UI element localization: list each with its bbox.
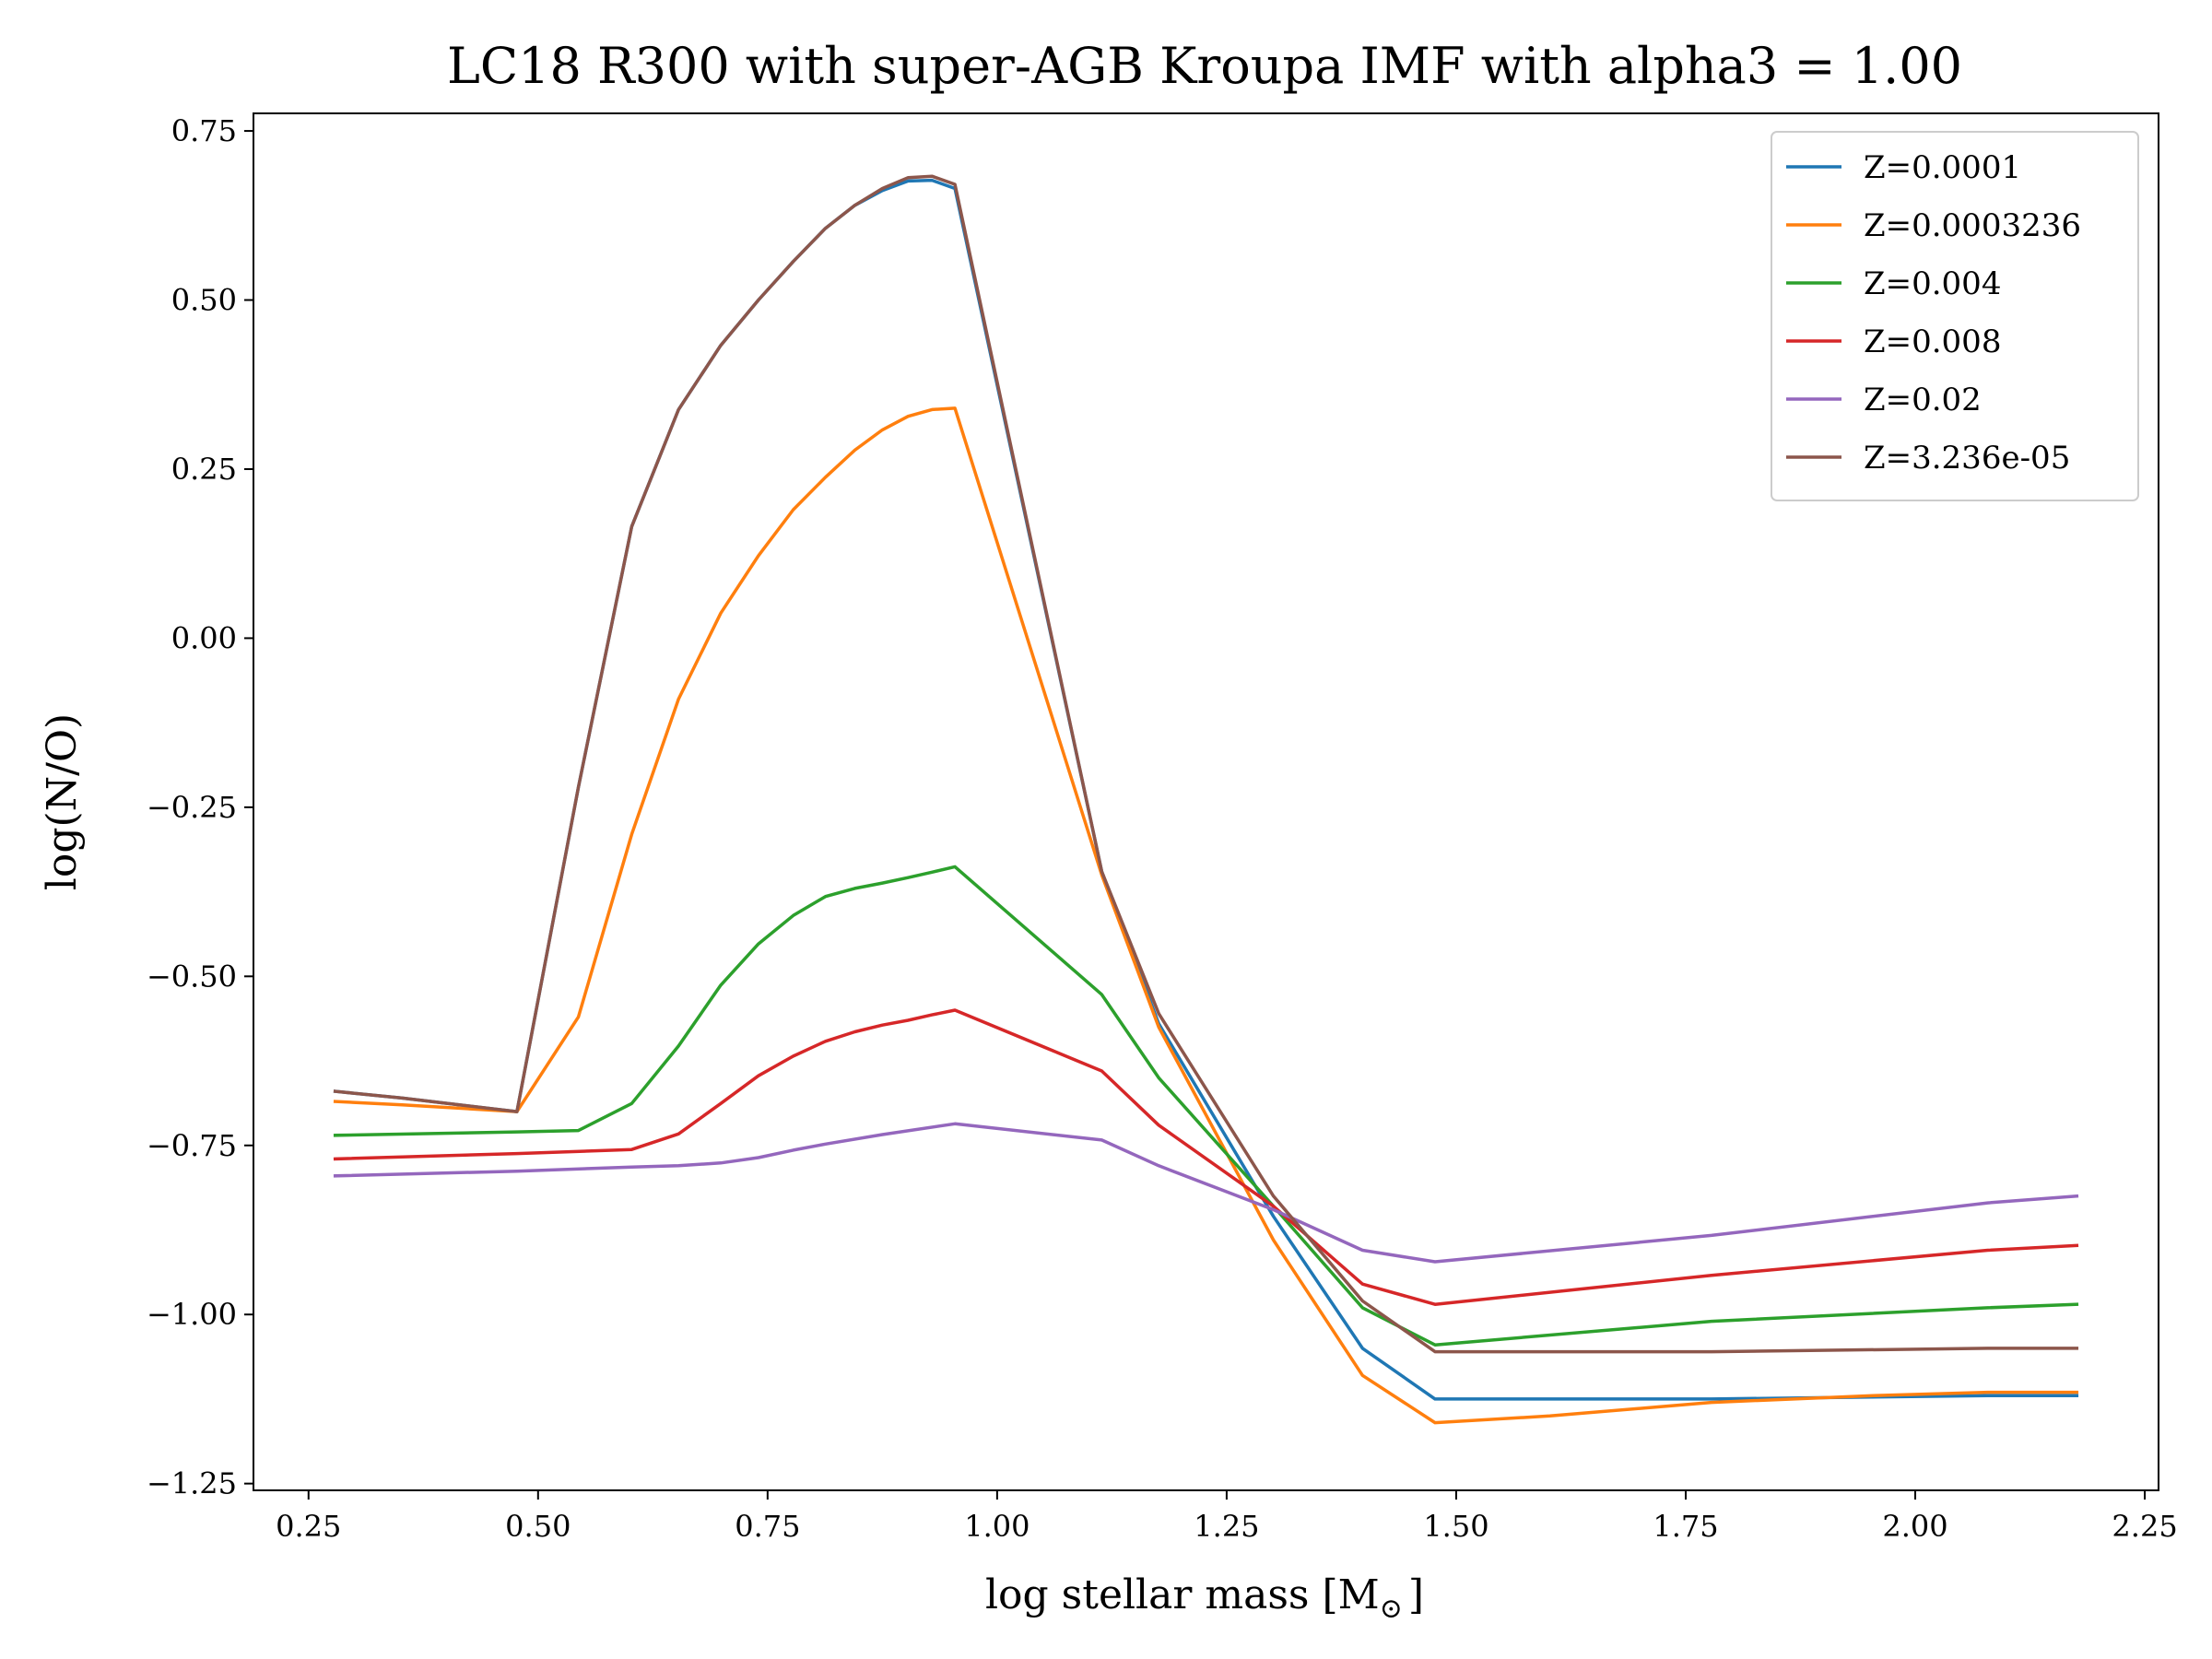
series-line-5 (333, 174, 2079, 1354)
legend-label-0: Z=0.0001 (1864, 149, 2021, 186)
legend-label-4: Z=0.02 (1864, 382, 1982, 418)
x-tick-label-2: 0.75 (735, 1509, 800, 1544)
y-tick-label-8: −1.25 (147, 1466, 237, 1501)
legend-box (1771, 131, 2139, 501)
y-tick-label-3: 0.00 (171, 620, 237, 655)
legend-label-1: Z=0.0003236 (1864, 207, 2081, 244)
series-line-1 (333, 406, 2079, 1425)
x-tick-label-6: 1.75 (1653, 1509, 1718, 1544)
x-tick-label-1: 0.50 (505, 1509, 571, 1544)
series-line-4 (333, 1122, 2079, 1264)
x-tick-label-5: 1.50 (1423, 1509, 1488, 1544)
x-axis-label-subscript: ⊙ (1380, 1593, 1403, 1625)
x-tick-label-0: 0.25 (276, 1509, 341, 1544)
x-axis: 0.25 0.50 0.75 1.00 1.25 1.50 1.75 2.00 2.25 (276, 1490, 2178, 1544)
chart-title: LC18 R300 with super-AGB Kroupa IMF with… (447, 37, 1962, 95)
legend-label-3: Z=0.008 (1864, 324, 2001, 360)
x-axis-label: log stellar mass [M⊙] (985, 1571, 1424, 1625)
y-tick-label-0: 0.75 (171, 113, 237, 148)
series-lines (333, 174, 2079, 1425)
y-tick-label-6: −0.75 (147, 1128, 237, 1163)
x-tick-label-3: 1.00 (964, 1509, 1030, 1544)
y-tick-label-1: 0.50 (171, 283, 237, 318)
x-axis-label-suffix: ] (1408, 1571, 1424, 1618)
y-tick-label-4: −0.25 (147, 790, 237, 825)
y-axis: 0.75 0.50 0.25 0.00 −0.25 −0.50 −0.75 −1.00 −1.2… (147, 113, 253, 1501)
y-axis-label: log(N/O) (39, 713, 86, 890)
legend: Z=0.0001 Z=0.0003236 Z=0.004 Z=0.008 Z=0.02 Z… (1771, 131, 2139, 501)
x-tick-label-8: 2.25 (2112, 1509, 2177, 1544)
legend-label-2: Z=0.004 (1864, 265, 2001, 302)
x-tick-label-7: 2.00 (1882, 1509, 1947, 1544)
legend-label-5: Z=3.236e-05 (1864, 440, 2070, 477)
y-tick-label-2: 0.25 (171, 452, 237, 487)
y-tick-label-5: −0.50 (147, 959, 237, 994)
plot-frame (253, 112, 2159, 1491)
series-line-3 (333, 1008, 2079, 1306)
y-tick-label-7: −1.00 (147, 1297, 237, 1332)
x-tick-label-4: 1.25 (1194, 1509, 1259, 1544)
